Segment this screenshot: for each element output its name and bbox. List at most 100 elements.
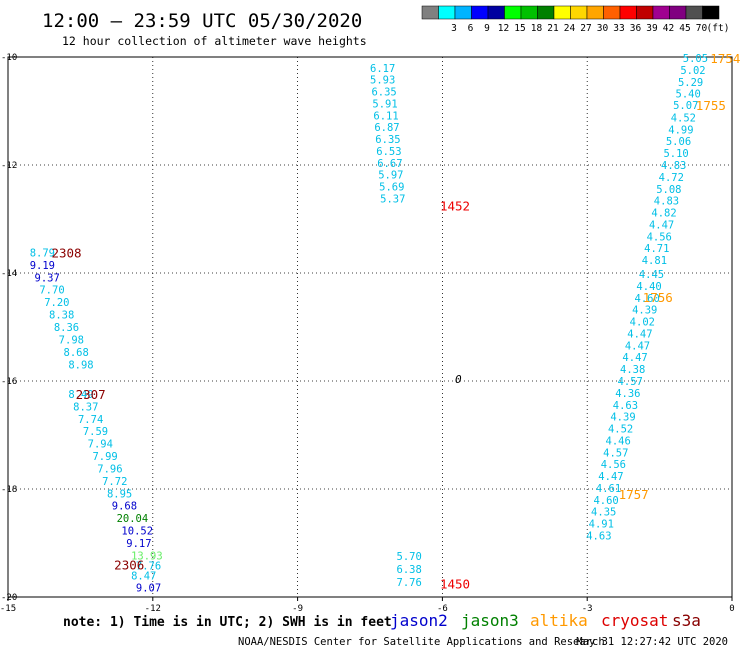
wave-height-label: 7.96 bbox=[97, 463, 122, 475]
wave-height-label: 4.56 bbox=[647, 231, 672, 243]
wave-height-label: 7.72 bbox=[102, 476, 127, 488]
wave-height-label: 6.87 bbox=[374, 122, 399, 134]
y-tick-label: -10 bbox=[1, 53, 17, 63]
land-marker: 0 bbox=[455, 373, 462, 386]
wave-height-label: 20.04 bbox=[117, 513, 149, 525]
wave-height-label: 5.70 bbox=[397, 551, 422, 563]
legend-swatch bbox=[487, 5, 505, 20]
legend-label: 15 bbox=[514, 23, 525, 34]
pass-time-label: 1756 bbox=[643, 290, 673, 305]
wave-height-label: 5.37 bbox=[380, 193, 405, 205]
legend-label: (ft) bbox=[707, 23, 730, 34]
legend-swatch bbox=[669, 5, 687, 20]
wave-height-label: 4.38 bbox=[620, 364, 645, 376]
legend-swatch bbox=[504, 5, 522, 20]
legend-swatch bbox=[570, 5, 588, 20]
x-tick-label: 0 bbox=[729, 604, 734, 614]
legend-label: 33 bbox=[613, 23, 624, 34]
wave-height-label: 7.76 bbox=[136, 561, 161, 573]
wave-height-label: 5.93 bbox=[370, 75, 395, 87]
y-tick-label: -14 bbox=[1, 269, 17, 279]
x-tick-label: -3 bbox=[582, 604, 593, 614]
legend-swatch bbox=[603, 5, 621, 20]
legend-swatch bbox=[652, 5, 670, 20]
wave-height-label: 7.59 bbox=[83, 426, 108, 438]
wave-height-label: 4.47 bbox=[649, 219, 674, 231]
wave-height-label: 4.47 bbox=[627, 328, 652, 340]
wave-height-label: 6.35 bbox=[371, 87, 396, 99]
footer-note: note: 1) Time is in UTC; 2) SWH is in fe… bbox=[63, 615, 392, 630]
wave-height-label: 5.97 bbox=[378, 170, 403, 182]
axis-ticks: -15 -12 -9 -6 -3 0 -10 -12 -14 -16 -18 -20 bbox=[0, 53, 735, 614]
legend-label: 18 bbox=[531, 23, 543, 34]
legend-swatch bbox=[537, 5, 555, 20]
wave-height-label: 4.45 bbox=[639, 269, 664, 281]
wave-height-label: 4.47 bbox=[625, 340, 650, 352]
wave-height-label: 7.98 bbox=[59, 334, 84, 346]
pass-time-label: 1452 bbox=[440, 199, 470, 214]
grid-lines bbox=[8, 57, 732, 597]
legend-label: 9 bbox=[484, 23, 490, 34]
wave-height-label: 13.93 bbox=[131, 550, 163, 562]
wave-height-label: 4.52 bbox=[608, 424, 633, 436]
legend-swatch bbox=[685, 5, 703, 20]
wave-height-label: 6.38 bbox=[397, 564, 422, 576]
wave-height-label: 7.94 bbox=[88, 439, 113, 451]
legend-swatch bbox=[520, 5, 538, 20]
wave-height-label: 7.76 bbox=[397, 577, 422, 589]
legend-label: 30 bbox=[597, 23, 609, 34]
legend-label: 12 bbox=[498, 23, 509, 34]
wave-height-label: 4.57 bbox=[603, 447, 628, 459]
wave-height-label: 5.91 bbox=[372, 98, 397, 110]
satellite-legend: jason2 jason3 altika cryosat s3a bbox=[390, 611, 701, 630]
pass-time-label: 1757 bbox=[619, 487, 649, 502]
legend-label: 36 bbox=[630, 23, 642, 34]
wave-height-label: 8.68 bbox=[64, 347, 89, 359]
pass-time-label: 1754 bbox=[710, 51, 740, 66]
y-tick-label: -18 bbox=[1, 485, 17, 495]
wave-height-label: 4.39 bbox=[632, 305, 657, 317]
wave-height-label: 9.07 bbox=[136, 582, 161, 594]
wave-height-label: 8.38 bbox=[49, 310, 74, 322]
chart-title: 12:00 – 23:59 UTC 05/30/2020 bbox=[42, 10, 362, 32]
wave-height-label: 4.35 bbox=[591, 507, 616, 519]
wave-height-label: 4.52 bbox=[671, 112, 696, 124]
y-tick-label: -16 bbox=[1, 377, 17, 387]
wave-height-label: 6.53 bbox=[376, 146, 401, 158]
legend-label: 70 bbox=[696, 23, 708, 34]
wave-height-label: 4.83 bbox=[654, 196, 679, 208]
data-marks: 6.175.936.355.916.116.876.356.536.675.97… bbox=[30, 51, 740, 594]
pass-time-label: 2306 bbox=[114, 558, 144, 573]
wave-height-label: 8.79 bbox=[30, 247, 55, 259]
legend-label: 39 bbox=[646, 23, 658, 34]
wave-height-label: 8.98 bbox=[68, 359, 93, 371]
legend-label: 27 bbox=[580, 23, 591, 34]
plot-frame bbox=[7, 56, 733, 598]
wave-height-label: 7.99 bbox=[92, 451, 117, 463]
legend-swatch bbox=[702, 5, 720, 20]
legend-label: 42 bbox=[663, 23, 674, 34]
wave-height-label: 6.11 bbox=[373, 110, 398, 122]
wave-height-label: 4.61 bbox=[596, 483, 621, 495]
satellite-s3a: s3a bbox=[672, 611, 701, 630]
wave-height-label: 4.83 bbox=[661, 160, 686, 172]
legend-label: 6 bbox=[468, 23, 474, 34]
wave-height-label: 4.82 bbox=[651, 208, 676, 220]
wave-height-label: 4.57 bbox=[618, 376, 643, 388]
wave-height-label: 5.10 bbox=[663, 148, 688, 160]
wave-height-label: 4.60 bbox=[635, 293, 660, 305]
footer-timestamp: May 31 12:27:42 UTC 2020 bbox=[576, 636, 728, 648]
wave-height-label: 5.29 bbox=[678, 77, 703, 89]
y-tick-label: -20 bbox=[1, 593, 17, 603]
legend-swatch bbox=[586, 5, 604, 20]
wave-height-label: 4.47 bbox=[622, 352, 647, 364]
x-tick-label: -9 bbox=[292, 604, 303, 614]
wave-height-label: 4.91 bbox=[589, 519, 614, 531]
wave-height-label: 6.17 bbox=[370, 63, 395, 75]
wave-height-label: 4.56 bbox=[601, 459, 626, 471]
wave-height-label: 9.19 bbox=[30, 260, 55, 272]
pass-time-label: 2307 bbox=[76, 387, 106, 402]
satellite-jason2: jason2 bbox=[390, 611, 448, 630]
x-tick-label: -15 bbox=[0, 604, 16, 614]
